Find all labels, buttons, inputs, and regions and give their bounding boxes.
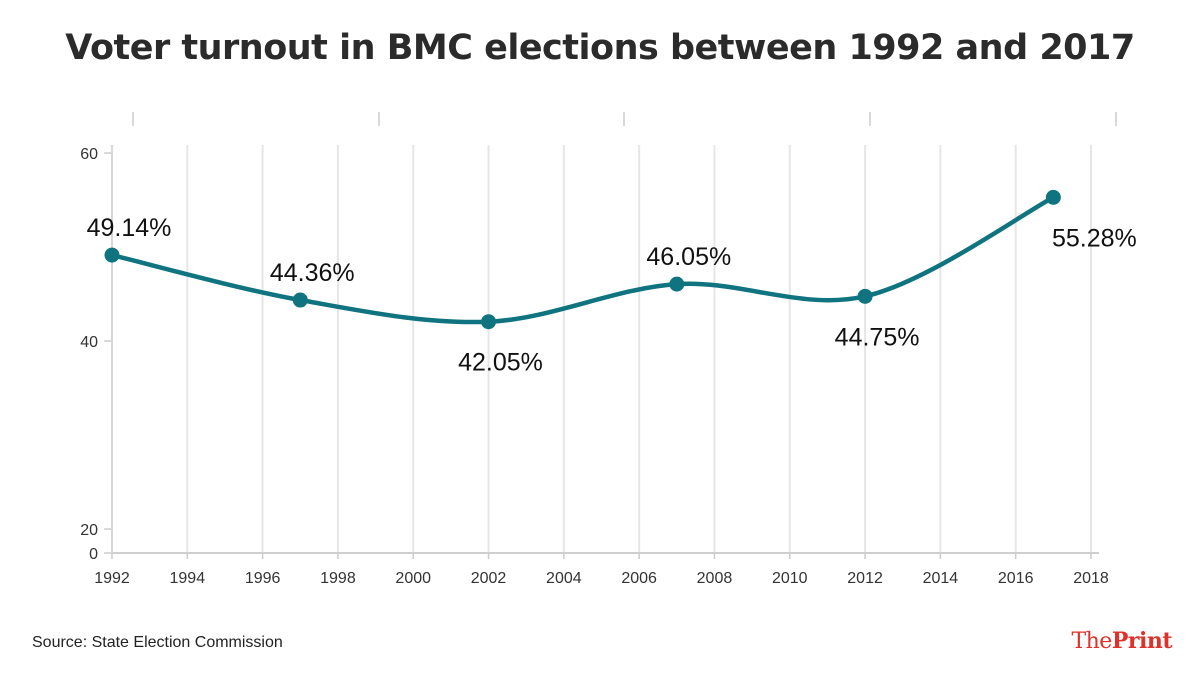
data-label-2012: 44.75% <box>835 323 920 351</box>
x-tick-label: 2002 <box>471 570 507 587</box>
x-tick-label: 1994 <box>170 570 206 587</box>
data-point-2002 <box>481 314 497 330</box>
x-tick-label: 2010 <box>772 570 808 587</box>
y-tick-label: 60 <box>80 146 98 163</box>
x-tick-label: 1998 <box>320 570 356 587</box>
x-tick-label: 2000 <box>395 570 431 587</box>
chart-title: Voter turnout in BMC elections between 1… <box>65 28 1135 68</box>
x-tick-label: 1996 <box>245 570 281 587</box>
tick-labels: 1992 1994 1996 1998 2000 2002 2004 2006 2008 2010… <box>80 146 1109 587</box>
data-label-2017: 55.28% <box>1052 224 1137 252</box>
x-tick-label: 2014 <box>923 570 959 587</box>
data-point-2007 <box>669 276 685 292</box>
data-label-1992: 49.14% <box>87 214 172 242</box>
data-label-2002: 42.05% <box>458 349 543 377</box>
y-tick-label: 0 <box>89 546 98 563</box>
x-tick-label: 2012 <box>847 570 883 587</box>
x-tick-label: 2004 <box>546 570 582 587</box>
theprint-logo: ThePrint <box>1071 628 1172 654</box>
y-tick-label: 20 <box>80 522 98 539</box>
x-tick-label: 2008 <box>697 570 733 587</box>
top-tick-marks <box>132 112 1117 126</box>
data-point-1997 <box>292 292 308 308</box>
data-point-2012 <box>857 288 873 304</box>
series-line <box>109 195 1056 325</box>
x-tick-label: 2006 <box>621 570 657 587</box>
series-turnout <box>104 189 1061 330</box>
source-note: Source: State Election Commission <box>32 634 283 651</box>
x-tick-label: 1992 <box>94 570 130 587</box>
grid-lines <box>104 145 1092 559</box>
axes <box>111 145 1099 554</box>
x-tick-label: 2018 <box>1073 570 1109 587</box>
data-point-2017 <box>1045 189 1061 205</box>
y-tick-label: 40 <box>80 334 98 351</box>
data-label-2007: 46.05% <box>646 243 731 271</box>
data-labels: 49.14% 44.36% 42.05% 46.05% 44.75% 55.28% <box>87 214 1137 377</box>
data-point-1992 <box>104 247 120 263</box>
data-label-1997: 44.36% <box>270 259 355 287</box>
x-tick-label: 2016 <box>998 570 1034 587</box>
